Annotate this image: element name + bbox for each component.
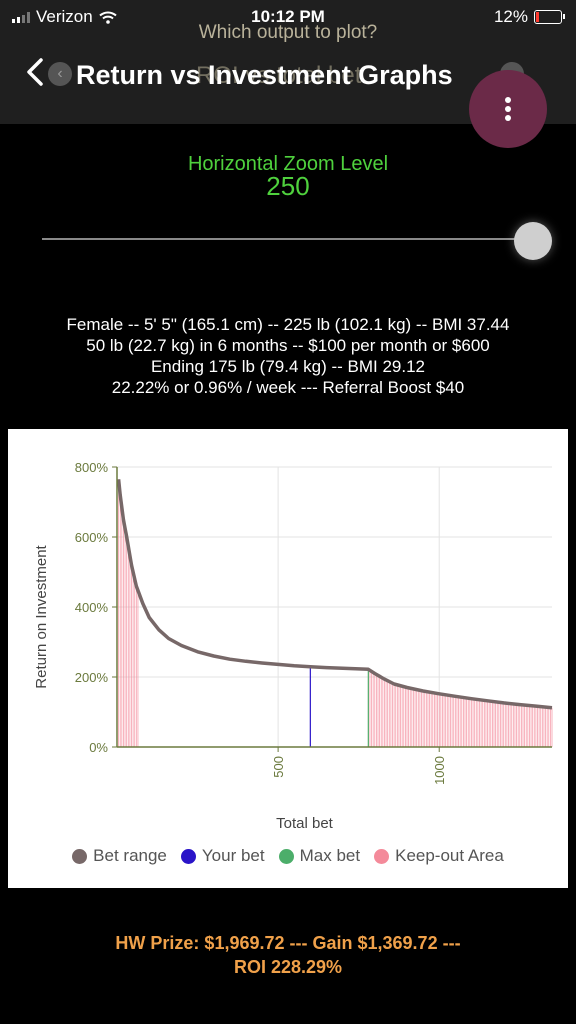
picker-prev-icon[interactable]: ‹ [48,62,72,86]
prize-summary: HW Prize: $1,969.72 --- Gain $1,369.72 -… [0,931,576,979]
x-tick-label: 500 [271,756,286,778]
y-tick-label: 0% [89,740,108,755]
battery-percent: 12% [493,7,528,26]
x-axis-label: Total bet [276,815,334,832]
roi-chart-panel: 0% 200% 400% 600% 800% 500 1000 Total bet Return… [8,429,568,888]
y-tick-label: 400% [75,600,109,615]
prize-line-2: ROI 228.29% [233,957,343,977]
slider-track[interactable] [42,238,532,240]
zoom-level-value: 250 [266,171,310,201]
y-tick-label: 800% [75,460,109,475]
zoom-level-label: Horizontal Zoom Level [187,153,389,175]
info-line-2: 50 lb (22.7 kg) in 6 months -- $100 per … [86,336,490,355]
legend-your-bet[interactable]: Your bet [180,846,265,866]
more-vertical-icon [505,97,511,103]
bet-range-line [116,479,553,710]
x-tick-label: 1000 [432,756,447,785]
page-title: Return vs Investment Graphs [76,60,453,90]
info-line-1: Female -- 5' 5" (165.1 cm) -- 225 lb (10… [66,315,510,334]
profile-summary: Female -- 5' 5" (165.1 cm) -- 225 lb (10… [0,314,576,398]
y-tick-label: 200% [75,670,109,685]
chart-legend: Bet range Your bet Max bet Keep-out Area [8,846,568,866]
prize-line-1: HW Prize: $1,969.72 --- Gain $1,369.72 -… [115,933,461,953]
y-tick-label: 600% [75,530,109,545]
legend-keep-out-area[interactable]: Keep-out Area [374,846,504,866]
wifi-icon [99,11,117,24]
info-line-4: 22.22% or 0.96% / week --- Referral Boos… [111,378,465,397]
signal-icon [12,11,30,23]
chevron-left-icon [27,58,43,86]
carrier-label: Verizon [36,7,93,26]
status-bar: Verizon 10:12 PM 12% [0,0,576,34]
output-picker-question: Which output to plot? [198,22,378,43]
zoom-slider[interactable] [42,222,552,260]
info-line-3: Ending 175 lb (79.4 kg) -- BMI 29.12 [150,357,426,376]
legend-bet-range[interactable]: Bet range [72,846,167,866]
back-button[interactable] [26,58,44,86]
roi-chart: 0% 200% 400% 600% 800% 500 1000 Total bet Return… [33,460,553,832]
nav-bar: Which output to plot? ROI vs total bet ‹… [0,0,576,148]
legend-max-bet[interactable]: Max bet [278,846,360,866]
more-menu-button[interactable] [469,70,547,148]
output-picker-selected[interactable]: ROI vs total bet [196,62,362,89]
y-axis-label: Return on Investment [33,544,50,688]
battery-icon [534,10,565,24]
slider-thumb[interactable] [514,222,552,260]
status-time: 10:12 PM [251,7,325,26]
